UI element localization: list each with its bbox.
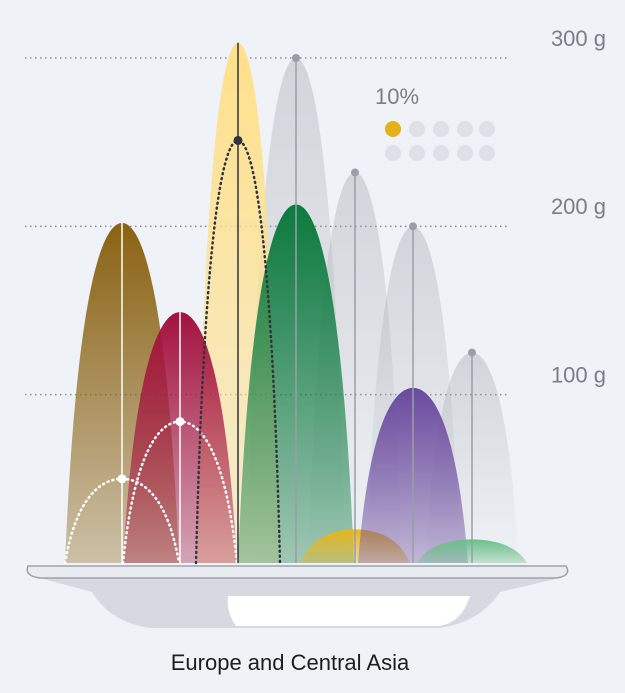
annotation: 10%: [375, 84, 419, 109]
plate-highlight: [227, 596, 470, 626]
dot: [457, 145, 473, 161]
y-tick-label: 300 g: [551, 26, 606, 51]
chart-title: Europe and Central Asia: [171, 650, 410, 675]
plate-rim: [26, 565, 569, 579]
reference-dot: [409, 222, 417, 231]
y-tick-label: 200 g: [551, 194, 606, 219]
dot: [409, 121, 425, 137]
reference-dot: [233, 135, 243, 145]
dot: [479, 145, 495, 161]
reference-dot: [292, 54, 300, 62]
dot: [479, 121, 495, 137]
dot: [433, 121, 449, 137]
reference-dot: [117, 474, 127, 484]
dot: [409, 145, 425, 161]
reference-dot: [175, 417, 185, 427]
dot: [433, 145, 449, 161]
y-tick-label: 100 g: [551, 362, 606, 387]
dot: [457, 121, 473, 137]
reference-arc: [194, 139, 282, 565]
dot-legend: [385, 121, 495, 161]
dot: [385, 145, 401, 161]
dot-filled: [385, 121, 401, 137]
reference-dot: [468, 348, 476, 357]
reference-dot: [351, 168, 359, 177]
